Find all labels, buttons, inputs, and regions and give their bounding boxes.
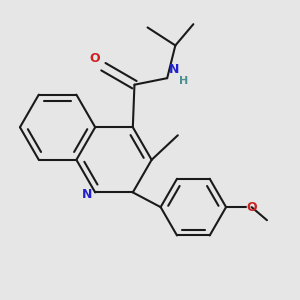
Text: N: N	[82, 188, 93, 200]
Text: N: N	[169, 62, 179, 76]
Text: H: H	[179, 76, 188, 86]
Text: O: O	[246, 201, 257, 214]
Text: O: O	[89, 52, 100, 65]
